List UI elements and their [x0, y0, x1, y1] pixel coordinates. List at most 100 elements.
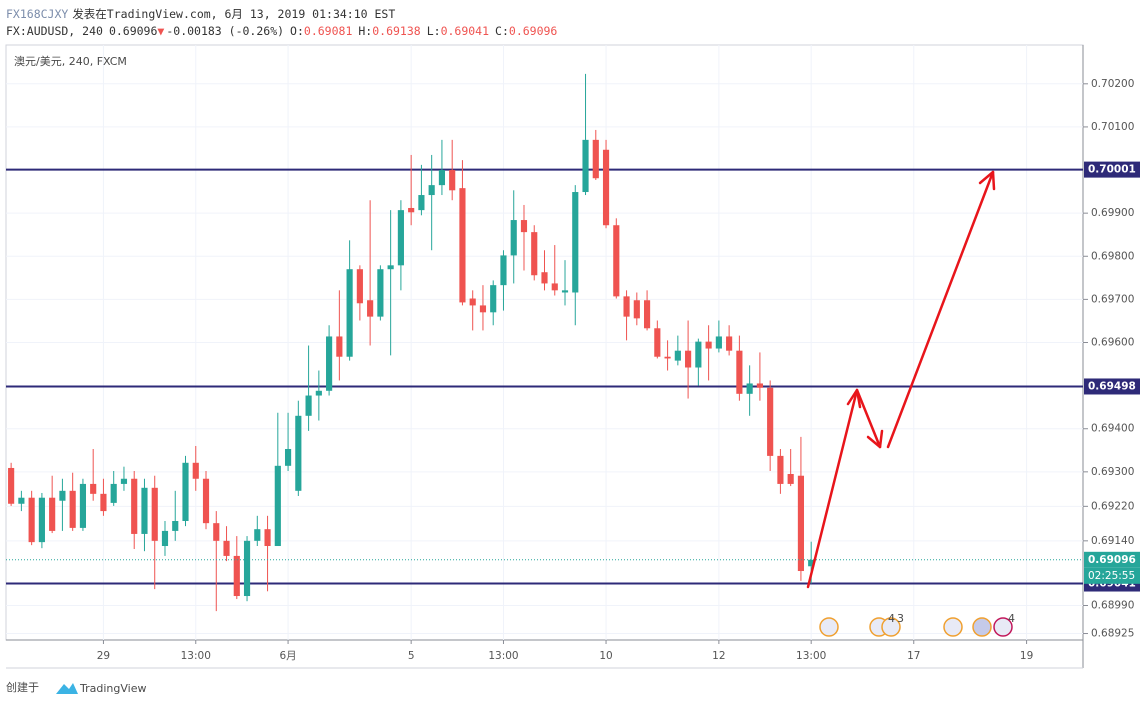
y-tick-label: 0.69300 [1091, 466, 1134, 478]
candle-body [479, 305, 487, 313]
candle-body [274, 465, 281, 547]
x-tick-label: 6月 [279, 650, 296, 662]
candle-body [284, 448, 292, 466]
footer-created: 创建于 [6, 680, 39, 694]
candle-body [500, 255, 507, 286]
event-count: 4 [1008, 612, 1015, 625]
candle-body [664, 356, 671, 359]
x-tick-label: 13:00 [796, 650, 826, 662]
y-tick-label: 0.68925 [1091, 628, 1134, 640]
candle-body [541, 272, 548, 284]
candle-body [243, 540, 251, 597]
candle-body [100, 493, 107, 512]
candle-body [551, 283, 558, 291]
candle-body [18, 497, 25, 504]
candle-body [69, 490, 76, 528]
candle-body [510, 220, 517, 256]
y-tick-label: 0.68990 [1091, 600, 1134, 612]
y-tick-label: 0.69700 [1091, 293, 1134, 305]
candle-body [8, 467, 15, 504]
candle-body [264, 529, 271, 547]
x-tick-label: 13:00 [181, 650, 211, 662]
price-label: 0.69498 [1088, 380, 1136, 392]
candle-body [213, 523, 220, 541]
arrow-head [846, 388, 862, 409]
candle-body [602, 149, 610, 226]
candle-body [182, 462, 189, 521]
plot [6, 45, 1083, 640]
candle-body [715, 336, 722, 349]
author: FX168CJXY [6, 7, 68, 21]
close-value: 0.69096 [509, 24, 558, 38]
ohlc-prefix: C: [495, 24, 509, 38]
candle-body [346, 269, 353, 357]
candle-body [418, 195, 425, 211]
y-tick-label: 0.70100 [1091, 121, 1134, 133]
candle-body [428, 185, 435, 196]
candle-body [49, 497, 56, 531]
candle-body [315, 390, 322, 396]
candle-body [736, 350, 743, 394]
candle-body [28, 497, 35, 543]
x-tick-label: 29 [97, 650, 110, 662]
price-label-box [1084, 161, 1140, 178]
candle-body [387, 265, 394, 270]
y-tick-label: 0.69140 [1091, 535, 1134, 547]
candle-body [613, 225, 620, 297]
candle-body [326, 336, 333, 391]
candle-body [356, 269, 363, 304]
candle-body [438, 170, 446, 186]
annotation-arrows [806, 170, 996, 589]
candle-body [161, 530, 169, 547]
candle-body [377, 269, 384, 317]
candle-body [141, 487, 148, 534]
event-count: 3 [897, 612, 904, 625]
low-value: 0.69041 [441, 24, 490, 38]
candle-body [305, 395, 312, 416]
symbol: FX:AUDUSD, 240 [6, 24, 103, 38]
header-line-1: FX168CJXY 发表在TradingView.com, 6月 13, 2019… [6, 7, 395, 21]
candle-body [674, 350, 681, 361]
candle-body [695, 341, 702, 368]
candle-body [59, 490, 66, 501]
event-count: 4 [888, 612, 895, 625]
candle-body [685, 350, 692, 368]
candle-body [110, 483, 117, 503]
candle-body [120, 478, 128, 484]
candle-body [582, 139, 589, 193]
candle-body [449, 170, 456, 191]
footer-brand: TradingView [79, 682, 146, 695]
candle-body [223, 540, 230, 556]
price-label-box [1084, 378, 1140, 395]
candle-body [572, 192, 579, 293]
candle-body [592, 139, 599, 179]
last-price-box [1084, 551, 1140, 568]
last-price: 0.69096 [109, 24, 158, 38]
candle-body [233, 555, 240, 597]
price-label: 0.70001 [1088, 164, 1136, 176]
candle-body [295, 415, 302, 491]
candle-body [459, 188, 466, 303]
brand-logo [56, 683, 78, 694]
header-line-2: FX:AUDUSD, 240 0.69096▼ -0.00183 (-0.26%) O… [6, 24, 557, 38]
candle-body [202, 478, 210, 524]
candle-body [633, 300, 640, 319]
open-value: 0.69081 [304, 24, 353, 38]
event-icon [972, 617, 992, 637]
candle-body [787, 474, 794, 484]
candle-body [808, 559, 815, 567]
candle-body [654, 328, 661, 357]
candle-body [397, 210, 404, 266]
candle-body [726, 336, 733, 351]
candle-body [79, 483, 87, 528]
candle-body [797, 475, 805, 572]
y-tick-label: 0.70200 [1091, 78, 1134, 90]
legend-text: 澳元/美元, 240, FXCM [14, 55, 127, 68]
y-tick-label: 0.69600 [1091, 337, 1134, 349]
candle-body [531, 232, 538, 276]
countdown-box [1084, 567, 1140, 584]
candle-body [777, 455, 784, 484]
candle-body [151, 487, 158, 541]
